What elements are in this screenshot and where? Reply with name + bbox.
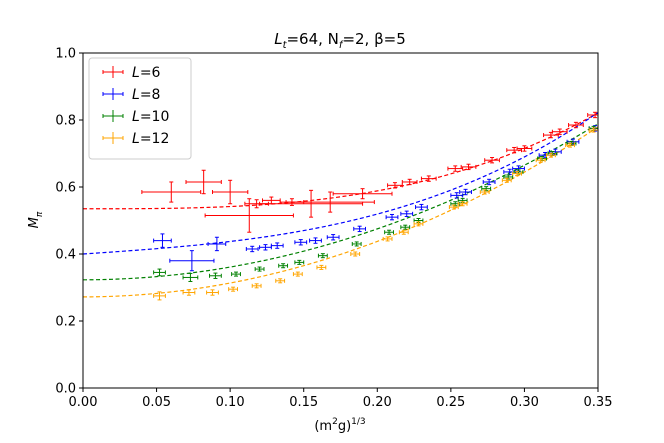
legend-label: L=6 [132, 65, 161, 81]
data-point [353, 225, 367, 233]
legend-item: L=12 [102, 131, 169, 147]
legend-label: L=12 [132, 131, 169, 147]
data-point [153, 233, 172, 248]
data-point [182, 272, 199, 282]
x-tick-label: 0.30 [510, 395, 539, 410]
legend-label: L=10 [132, 109, 169, 125]
data-point [185, 169, 222, 195]
x-tick-label: 0.00 [69, 395, 98, 410]
legend-item: L=10 [102, 109, 169, 125]
data-point [153, 291, 166, 301]
data-point [385, 213, 399, 221]
x-axis-label: (m2g)1/3 [314, 417, 365, 434]
y-tick-label: 0.8 [55, 114, 76, 129]
legend-item: L=8 [102, 87, 160, 103]
data-point [479, 189, 490, 195]
data-point [350, 251, 361, 257]
data-point [292, 271, 303, 277]
data-point [231, 271, 241, 277]
data-point [294, 259, 305, 265]
y-tick-label: 0.2 [55, 315, 76, 330]
fit-curve-1 [83, 112, 598, 255]
data-point [182, 289, 196, 296]
data-point [211, 179, 249, 205]
data-point [398, 229, 409, 235]
data-point [251, 283, 262, 289]
fit-curve-2 [83, 123, 598, 281]
data-point [448, 204, 459, 210]
data-point [316, 264, 327, 270]
data-point [270, 242, 284, 249]
data-point [317, 253, 328, 259]
data-point [551, 128, 568, 135]
data-point [141, 181, 202, 203]
data-point [568, 121, 584, 129]
legend-item: L=6 [102, 65, 161, 81]
data-point [153, 268, 166, 277]
data-point [516, 145, 533, 152]
data-point [512, 171, 522, 177]
data-point [228, 286, 238, 292]
data-point [482, 178, 496, 186]
data-point [501, 177, 512, 183]
legend-box [88, 57, 192, 160]
data-point [420, 175, 437, 182]
data-point [332, 188, 393, 200]
chart-title: Lt=64, Nf=2, β=5 [274, 30, 406, 51]
data-point [484, 157, 500, 164]
data-point [259, 244, 272, 251]
data-point [209, 272, 222, 279]
data-point [294, 239, 308, 246]
data-point [285, 191, 375, 213]
y-tick-label: 0.0 [55, 382, 76, 397]
x-tick-label: 0.25 [436, 395, 465, 410]
y-tick-label: 1.0 [55, 47, 76, 62]
y-axis: 0.0 0.2 0.4 0.6 0.8 1.0 [55, 47, 83, 397]
data-point [413, 221, 424, 227]
data-point [351, 241, 362, 247]
data-point [401, 178, 418, 186]
data-point [259, 189, 364, 218]
y-axis-label: Mπ [27, 211, 45, 228]
data-point [415, 203, 428, 211]
data-point [275, 278, 286, 284]
data-point [588, 127, 598, 133]
x-tick-label: 0.05 [142, 395, 171, 410]
data-point [207, 236, 227, 252]
data-point [457, 201, 468, 207]
data-point [400, 224, 411, 230]
data-point [460, 163, 477, 171]
data-point [459, 188, 472, 196]
data-point [254, 266, 265, 272]
x-tick-label: 0.10 [216, 395, 245, 410]
data-point [387, 182, 403, 189]
data-point [400, 210, 414, 217]
x-tick-label: 0.20 [363, 395, 392, 410]
legend: L=6 L=8 L=10 L=12 [88, 57, 192, 160]
data-point [326, 234, 340, 241]
x-tick-label: 0.35 [584, 395, 613, 410]
data-point [565, 142, 575, 148]
y-tick-label: 0.6 [55, 181, 76, 196]
data-points [141, 111, 598, 301]
y-tick-label: 0.4 [55, 248, 76, 263]
data-point [450, 192, 464, 199]
data-point [587, 111, 598, 119]
data-point [278, 263, 289, 269]
data-point [169, 250, 215, 272]
legend-label: L=8 [132, 87, 160, 103]
plot-frame [82, 52, 599, 389]
data-point [382, 236, 393, 242]
data-point [204, 198, 294, 233]
data-point [384, 229, 394, 235]
x-axis: 0.00 0.05 0.10 0.15 0.20 0.25 0.30 0.35 [69, 388, 613, 410]
data-point [309, 237, 322, 244]
x-tick-label: 0.15 [289, 395, 318, 410]
data-point [206, 289, 219, 296]
data-point [535, 157, 546, 163]
data-point [245, 245, 259, 253]
fit-curve-0 [83, 112, 598, 210]
data-point [546, 152, 556, 158]
